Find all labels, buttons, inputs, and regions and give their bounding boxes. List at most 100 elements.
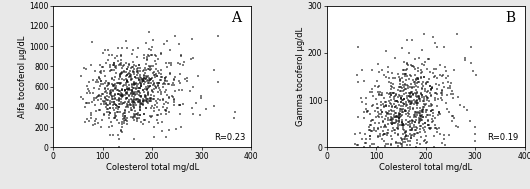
Point — [145, 121, 153, 124]
Point — [86, 63, 95, 66]
Point — [132, 82, 140, 85]
Point — [381, 101, 390, 104]
Point — [429, 35, 437, 38]
Point — [362, 108, 370, 111]
Point — [134, 86, 143, 89]
Point — [102, 79, 110, 82]
Point — [104, 126, 113, 129]
Point — [394, 101, 403, 104]
Point — [120, 89, 129, 92]
Point — [127, 73, 135, 76]
Point — [403, 139, 412, 143]
Point — [431, 96, 439, 99]
Point — [388, 118, 397, 121]
Point — [134, 101, 142, 104]
Point — [443, 108, 451, 111]
Point — [400, 86, 409, 89]
Point — [115, 96, 123, 99]
Point — [423, 119, 432, 122]
Point — [92, 110, 101, 113]
Point — [162, 94, 171, 97]
Point — [366, 137, 374, 140]
Point — [379, 104, 388, 107]
Point — [413, 138, 421, 141]
Point — [95, 93, 103, 96]
Point — [149, 88, 158, 91]
Point — [110, 68, 118, 71]
Point — [388, 137, 396, 140]
Point — [418, 109, 427, 112]
Point — [160, 42, 168, 45]
Point — [142, 98, 151, 101]
Point — [386, 134, 395, 137]
Point — [110, 116, 119, 119]
Point — [366, 129, 374, 132]
Point — [128, 95, 136, 98]
Point — [390, 87, 398, 90]
Point — [117, 100, 126, 103]
Point — [369, 104, 378, 107]
Point — [196, 114, 204, 117]
Point — [135, 90, 143, 93]
Point — [138, 78, 146, 81]
Point — [135, 63, 143, 66]
Point — [161, 108, 170, 111]
Point — [467, 45, 475, 48]
Point — [147, 88, 156, 91]
Point — [144, 91, 152, 94]
Point — [374, 62, 383, 65]
Point — [134, 64, 143, 67]
Point — [389, 121, 398, 124]
Point — [422, 108, 431, 112]
Point — [406, 93, 414, 96]
Point — [175, 104, 184, 107]
Point — [120, 115, 129, 118]
Point — [412, 89, 421, 92]
Point — [407, 137, 415, 140]
Point — [399, 123, 408, 126]
Point — [126, 75, 134, 78]
Point — [130, 101, 138, 104]
Point — [409, 108, 417, 111]
Point — [152, 113, 161, 116]
Point — [116, 94, 125, 97]
Point — [408, 121, 416, 124]
Point — [92, 96, 100, 99]
Point — [120, 117, 129, 120]
Point — [154, 84, 162, 88]
Point — [392, 115, 401, 119]
Point — [398, 120, 407, 123]
Point — [118, 95, 126, 98]
Point — [118, 88, 126, 91]
Point — [120, 120, 128, 123]
Point — [96, 64, 104, 67]
Point — [387, 119, 396, 122]
Point — [131, 83, 139, 86]
Point — [408, 64, 416, 67]
Point — [404, 92, 413, 95]
Point — [397, 114, 405, 117]
Point — [156, 79, 164, 82]
Point — [134, 98, 142, 101]
Point — [407, 103, 416, 106]
Point — [426, 91, 434, 94]
Point — [144, 79, 153, 82]
Point — [133, 70, 142, 73]
Point — [435, 110, 444, 113]
Point — [406, 143, 414, 146]
Point — [382, 104, 391, 107]
Point — [136, 84, 145, 87]
Point — [175, 81, 184, 84]
Point — [388, 85, 396, 88]
Point — [105, 111, 114, 114]
Point — [421, 121, 430, 124]
Point — [430, 146, 438, 149]
Point — [108, 68, 116, 71]
Point — [368, 104, 376, 107]
Point — [77, 74, 85, 77]
Point — [396, 104, 405, 107]
Point — [380, 73, 388, 76]
Point — [139, 88, 147, 91]
Point — [432, 67, 440, 70]
Point — [111, 102, 119, 105]
